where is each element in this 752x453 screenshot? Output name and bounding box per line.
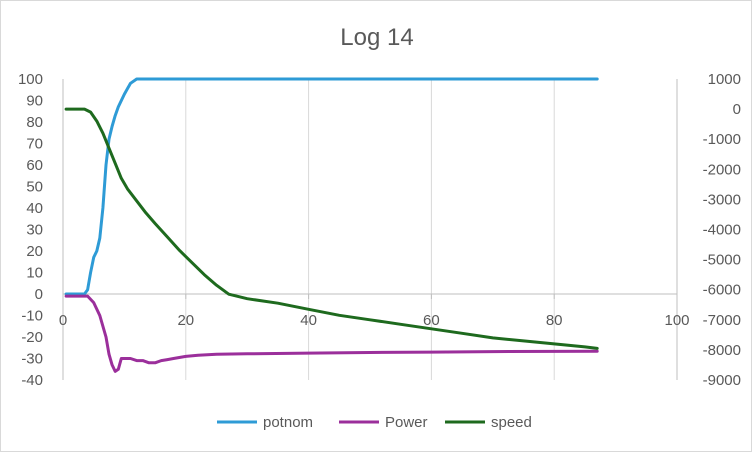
- axes: [62, 79, 678, 380]
- right-tick-label: -2000: [703, 161, 741, 178]
- left-tick-label: 100: [18, 71, 43, 88]
- x-tick-label: 40: [300, 312, 317, 329]
- x-axis-ticks: 0 20 40 60 80 100: [59, 294, 690, 329]
- right-tick-label: -6000: [703, 282, 741, 299]
- left-tick-label: 90: [26, 93, 43, 110]
- chart-title: Log 14: [340, 24, 413, 51]
- x-tick-label: 20: [177, 312, 194, 329]
- right-tick-label: -3000: [703, 191, 741, 208]
- series-lines: [64, 77, 599, 373]
- left-tick-label: 60: [26, 157, 43, 174]
- left-tick-label: 10: [26, 265, 43, 282]
- right-tick-label: -9000: [703, 372, 741, 389]
- x-tick-label: 80: [546, 312, 563, 329]
- left-tick-label: -40: [21, 372, 43, 389]
- x-tick-label: 60: [423, 312, 440, 329]
- legend: potnom Power speed: [217, 414, 532, 431]
- right-tick-label: -7000: [703, 312, 741, 329]
- series-line-potnom: [64, 77, 599, 296]
- series-line-speed: [64, 107, 599, 350]
- right-tick-label: -5000: [703, 252, 741, 269]
- right-tick-label: 0: [733, 101, 741, 118]
- legend-label-potnom: potnom: [263, 414, 313, 431]
- left-tick-label: 20: [26, 243, 43, 260]
- series-line-power: [64, 294, 599, 373]
- right-axis-ticks: -9000 -8000 -7000 -6000 -5000 -4000 -3000 -2000…: [703, 71, 741, 389]
- gridlines: [185, 79, 678, 380]
- left-tick-label: 30: [26, 222, 43, 239]
- legend-label-speed: speed: [491, 414, 532, 431]
- x-tick-label: 100: [664, 312, 689, 329]
- left-tick-label: 80: [26, 114, 43, 131]
- left-tick-label: -30: [21, 351, 43, 368]
- left-tick-label: -20: [21, 329, 43, 346]
- left-axis-ticks: -40 -30 -20 -10 0 10 20 30 40 50 60 70 80 90 100: [18, 71, 43, 389]
- right-tick-label: -4000: [703, 222, 741, 239]
- x-tick-label: 0: [59, 312, 67, 329]
- right-tick-label: -8000: [703, 342, 741, 359]
- right-tick-label: 1000: [708, 71, 741, 88]
- right-tick-label: -1000: [703, 131, 741, 148]
- left-tick-label: 40: [26, 200, 43, 217]
- left-tick-label: -10: [21, 308, 43, 325]
- left-tick-label: 70: [26, 136, 43, 153]
- left-tick-label: 0: [35, 286, 43, 303]
- legend-label-power: Power: [385, 414, 428, 431]
- left-tick-label: 50: [26, 179, 43, 196]
